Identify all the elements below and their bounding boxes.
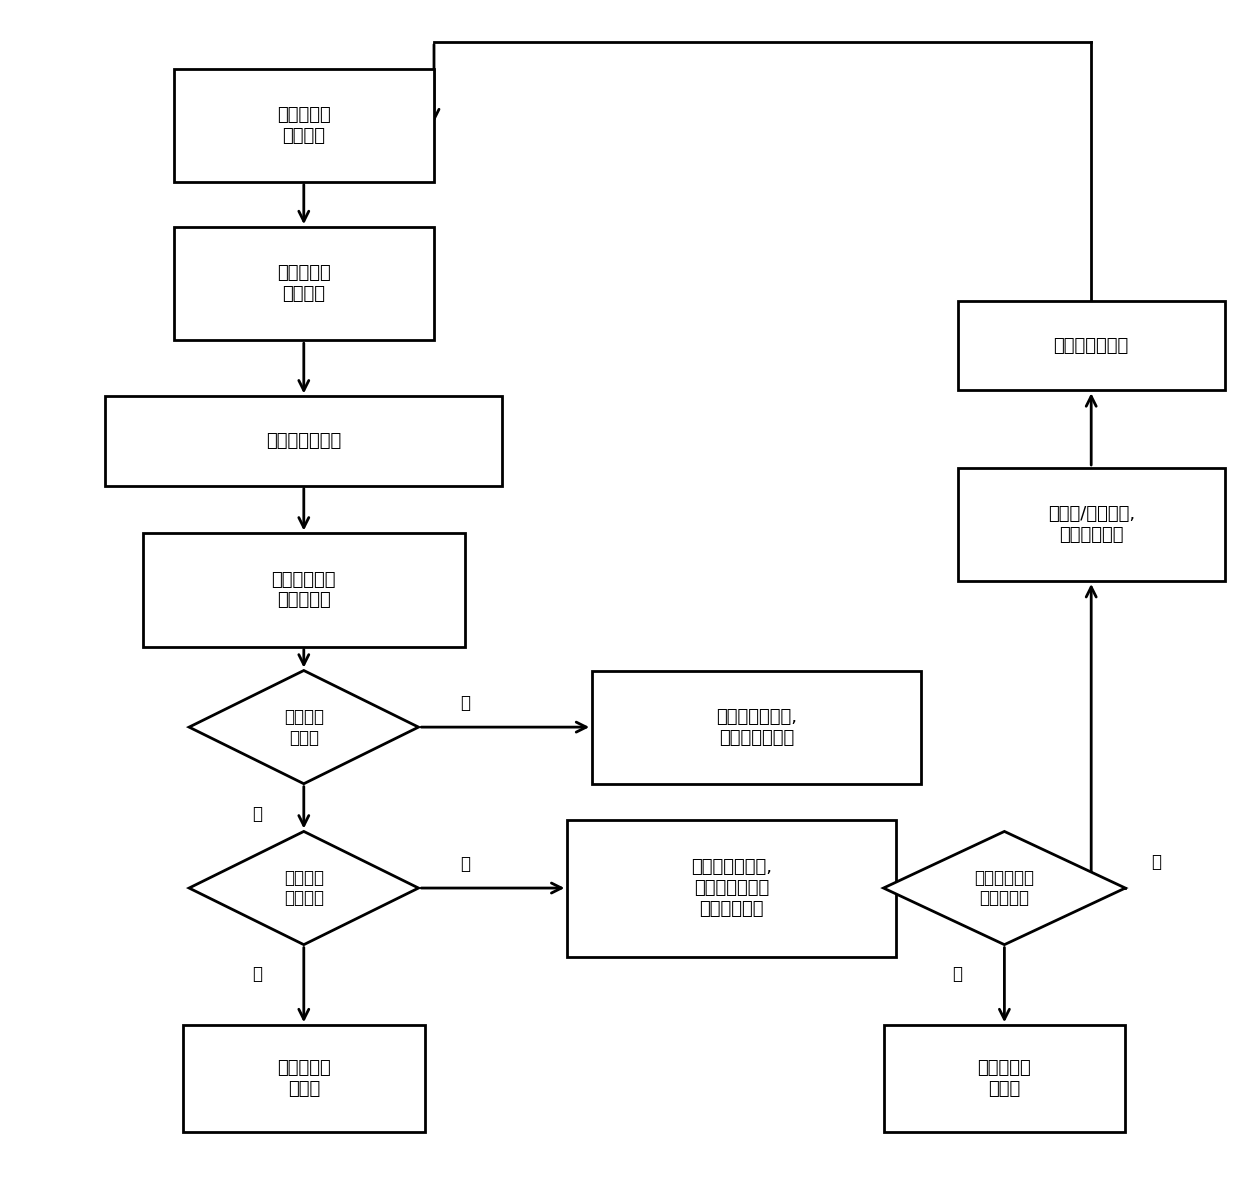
Text: 注水工作筒
不动作: 注水工作筒 不动作	[977, 1060, 1032, 1098]
FancyBboxPatch shape	[957, 302, 1225, 391]
Polygon shape	[883, 832, 1126, 944]
FancyBboxPatch shape	[184, 1025, 424, 1132]
Text: 否: 否	[252, 805, 262, 822]
Text: 声波注水工作
筒接收信号: 声波注水工作 筒接收信号	[272, 571, 336, 609]
FancyBboxPatch shape	[593, 670, 920, 784]
Text: 声波发射器
发射信号: 声波发射器 发射信号	[277, 265, 331, 303]
Polygon shape	[188, 670, 419, 784]
Text: 是: 是	[460, 694, 471, 713]
Text: 注水工作筒
不动作: 注水工作筒 不动作	[277, 1060, 331, 1098]
FancyBboxPatch shape	[883, 1025, 1126, 1132]
Text: 否: 否	[952, 966, 962, 983]
FancyBboxPatch shape	[567, 820, 895, 956]
Text: 注水管柱内液体: 注水管柱内液体	[1054, 336, 1128, 355]
FancyBboxPatch shape	[105, 396, 502, 486]
Text: 是: 是	[460, 855, 471, 874]
Text: 信号数值与井
下参数一致: 信号数值与井 下参数一致	[975, 869, 1034, 907]
Text: 注水工作筒动作,
调节配注量大小: 注水工作筒动作, 调节配注量大小	[715, 708, 797, 746]
FancyBboxPatch shape	[174, 68, 434, 181]
Text: 否: 否	[252, 966, 262, 983]
FancyBboxPatch shape	[174, 226, 434, 341]
Text: 注水工作筒动作,
比较信号数值与
井下参数大小: 注水工作筒动作, 比较信号数值与 井下参数大小	[691, 858, 773, 918]
Text: 地面控制器
进行控制: 地面控制器 进行控制	[277, 106, 331, 144]
FancyBboxPatch shape	[143, 534, 465, 646]
FancyBboxPatch shape	[957, 467, 1225, 581]
Text: 快速开/关阀关闭,
井筒压力上升: 快速开/关阀关闭, 井筒压力上升	[1048, 505, 1135, 544]
Text: 是: 是	[1151, 852, 1162, 871]
Polygon shape	[188, 832, 419, 944]
Text: 井下参数
监测信号: 井下参数 监测信号	[284, 869, 324, 907]
Text: 配注量调
节信号: 配注量调 节信号	[284, 708, 324, 746]
Text: 注水管柱内液体: 注水管柱内液体	[267, 432, 341, 451]
